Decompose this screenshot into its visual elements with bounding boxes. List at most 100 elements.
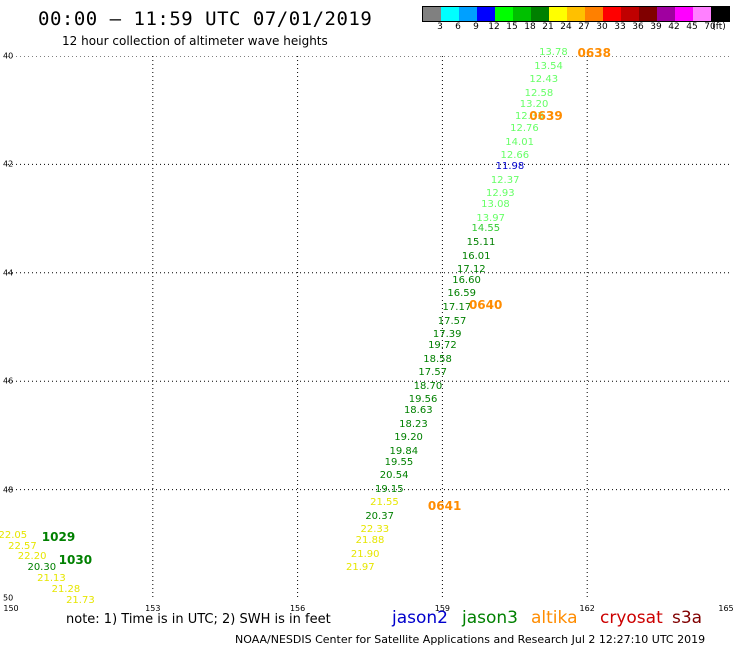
- wave-height-value: 19.15: [374, 483, 404, 495]
- wave-height-value: 19.84: [389, 445, 419, 457]
- legend-s3a: s3a: [672, 608, 703, 628]
- footer-note: note: 1) Time is in UTC; 2) SWH is in fe…: [66, 612, 331, 627]
- wave-height-value: 13.78: [539, 47, 568, 59]
- footer-credit: NOAA/NESDIS Center for Satellite Applica…: [235, 633, 706, 646]
- longitude-tick-label: 162: [579, 604, 595, 613]
- color-swatch: [657, 7, 675, 21]
- color-swatch: [513, 7, 531, 21]
- pass-time-label: 0639: [529, 108, 563, 123]
- page-subtitle: 12 hour collection of altimeter wave hei…: [62, 34, 328, 48]
- wave-height-value: 19.56: [408, 394, 438, 406]
- color-legend-label: 3: [437, 22, 443, 32]
- color-legend-label: 6: [455, 22, 461, 32]
- color-swatch: [549, 7, 567, 21]
- color-legend-label: 70: [704, 22, 716, 32]
- longitude-tick-label: 153: [145, 604, 161, 613]
- latitude-tick-label: 42: [3, 159, 14, 169]
- wave-height-value: 17.57: [418, 367, 448, 379]
- wave-height-value: 20.54: [379, 470, 409, 482]
- page-title: 00:00 – 11:59 UTC 07/01/2019: [38, 8, 373, 30]
- wave-height-value: 21.97: [346, 562, 375, 574]
- wave-height-value: 17.39: [432, 329, 462, 341]
- wave-height-value: 14.55: [471, 223, 501, 235]
- color-legend-label: 33: [614, 22, 626, 32]
- color-legend-label: 24: [560, 22, 572, 32]
- legend-jason2: jason2: [392, 608, 448, 628]
- wave-height-value: 13.08: [481, 199, 510, 211]
- longitude-tick-label: 159: [434, 604, 451, 613]
- wave-height-value: 20.30: [27, 562, 57, 574]
- color-swatch: [531, 7, 549, 21]
- wave-height-value: 18.63: [403, 405, 433, 416]
- wave-height-value: 17.17: [442, 302, 472, 314]
- latitude-tick-label: 48: [3, 485, 14, 495]
- wave-height-value: 12.76: [510, 123, 539, 135]
- legend-jason3: jason3: [462, 608, 518, 628]
- wave-height-value: 11.98: [495, 161, 525, 173]
- wave-height-value: 12.43: [529, 74, 559, 86]
- wave-height-value: 21.55: [370, 497, 399, 509]
- color-swatch: [441, 7, 459, 21]
- latitude-tick-label: 46: [3, 376, 14, 386]
- map-grid: [8, 56, 732, 598]
- wave-height-value: 17.12: [457, 264, 486, 276]
- wave-height-value: 20.37: [365, 510, 394, 522]
- wave-height-value: 16.01: [461, 250, 491, 262]
- wave-height-value: 22.33: [360, 524, 390, 536]
- wave-height-value: 22.57: [8, 540, 37, 552]
- pass-time-label: 0640: [468, 298, 503, 313]
- wave-height-value: 16.60: [452, 274, 481, 286]
- color-swatch: [495, 7, 513, 21]
- wave-height-value: 19.72: [428, 339, 457, 351]
- color-swatch: [621, 7, 639, 21]
- wave-height-value: 17.57: [437, 315, 467, 327]
- color-legend-label: 39: [650, 22, 662, 32]
- color-legend-label: 21: [542, 22, 554, 32]
- wave-height-value: 18.58: [423, 353, 452, 365]
- color-swatch: [423, 7, 441, 21]
- wave-height-value: 12.66: [500, 150, 530, 162]
- color-legend-label: 27: [578, 22, 590, 32]
- latitude-tick-label: 44: [3, 268, 14, 278]
- color-legend-bar: [422, 6, 730, 22]
- wave-height-value: 21.28: [51, 583, 81, 595]
- pass-time-label: 0638: [577, 46, 611, 61]
- wave-height-value: 16.59: [447, 288, 477, 300]
- wave-height-value: 18.70: [413, 380, 443, 392]
- latitude-tick-label: 50: [3, 593, 14, 603]
- wave-height-value: 12.93: [485, 188, 515, 200]
- wave-height-value: 19.55: [384, 456, 414, 468]
- color-swatch: [585, 7, 603, 21]
- wave-height-value: 12.58: [524, 87, 554, 99]
- color-legend-label: 18: [524, 22, 536, 32]
- longitude-tick-label: 156: [289, 604, 306, 613]
- wave-height-value: 22.05: [0, 529, 28, 541]
- color-legend-label: 9: [473, 22, 479, 32]
- wave-height-value: 21.73: [66, 594, 95, 606]
- color-swatch: [711, 7, 729, 21]
- wave-height-map: 40 42 44 46 48 50 150 153 156 159 162 165 13.78 13.54…: [0, 46, 734, 613]
- pass-time-label: 0641: [427, 498, 462, 513]
- color-swatch: [603, 7, 621, 21]
- wave-height-value: 13.54: [534, 60, 563, 72]
- latitude-tick-label: 40: [3, 51, 14, 61]
- wave-height-value: 15.11: [466, 236, 496, 248]
- color-swatch: [477, 7, 495, 21]
- wave-height-value: 12.37: [490, 174, 520, 186]
- pass-time-label: 1029: [41, 529, 76, 544]
- color-legend-label: 30: [596, 22, 608, 32]
- wave-height-value: 19.20: [394, 432, 423, 444]
- wave-height-value: 21.88: [355, 535, 385, 547]
- wave-height-value: 14.01: [505, 136, 534, 148]
- legend-cryosat: cryosat: [600, 608, 663, 628]
- color-legend-label: 45: [686, 22, 698, 32]
- color-swatch: [675, 7, 693, 21]
- wave-height-value: 18.23: [399, 418, 428, 430]
- color-legend-label: 36: [632, 22, 644, 32]
- color-swatch: [459, 7, 477, 21]
- legend-altika: altika: [531, 608, 578, 628]
- color-swatch: [639, 7, 657, 21]
- color-swatch: [693, 7, 711, 21]
- color-swatch: [567, 7, 585, 21]
- wave-height-value: 21.13: [37, 573, 66, 585]
